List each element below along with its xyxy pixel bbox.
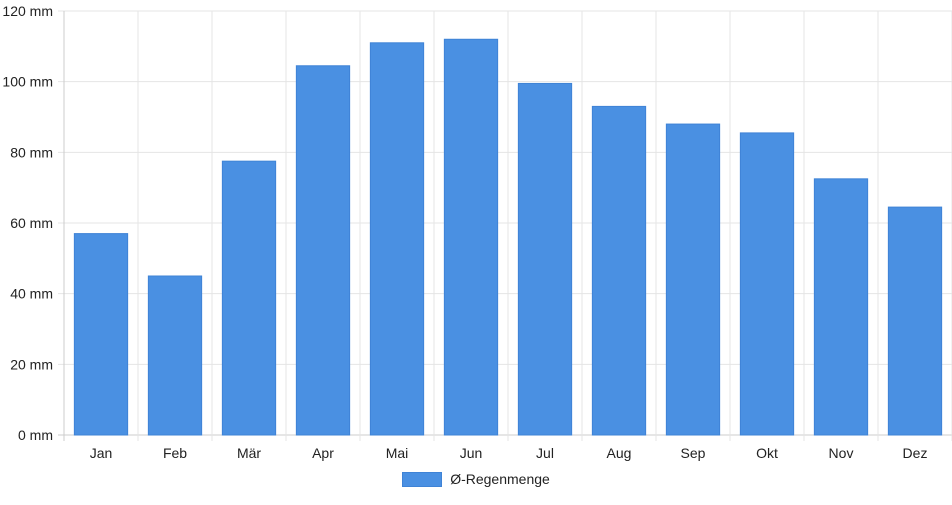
x-tick-labels: Jan Feb Mär Apr Mai Jun Jul Aug Sep Okt Nov Dez — [90, 445, 928, 461]
x-tick-label: Jun — [460, 445, 483, 461]
x-tick-label: Apr — [312, 445, 334, 461]
bar-dez[interactable] — [887, 206, 943, 436]
x-tick-label: Sep — [681, 445, 706, 461]
grid-lines — [58, 10, 952, 441]
y-tick-label: 20 mm — [10, 356, 53, 372]
y-tick-labels: 0 mm 20 mm 40 mm 60 mm 80 mm 100 mm 120 mm — [2, 3, 53, 443]
bar-mai[interactable] — [369, 42, 425, 436]
legend-swatch — [402, 471, 443, 487]
y-tick-label: 0 mm — [18, 427, 53, 443]
y-tick-label: 100 mm — [2, 74, 53, 90]
bar-mär[interactable] — [221, 160, 277, 436]
y-tick-label: 120 mm — [2, 3, 53, 19]
bar-feb[interactable] — [147, 275, 203, 436]
bar-aug[interactable] — [591, 105, 647, 436]
bar-jul[interactable] — [517, 82, 573, 436]
legend[interactable]: Ø-Regenmenge — [0, 471, 952, 487]
x-tick-label: Feb — [163, 445, 187, 461]
x-tick-label: Okt — [756, 445, 778, 461]
x-tick-label: Aug — [607, 445, 632, 461]
bars — [73, 38, 943, 436]
x-tick-label: Nov — [829, 445, 854, 461]
y-tick-label: 40 mm — [10, 286, 53, 302]
bar-apr[interactable] — [295, 65, 351, 436]
bar-okt[interactable] — [739, 132, 795, 436]
x-tick-label: Dez — [903, 445, 928, 461]
x-tick-label: Mai — [386, 445, 409, 461]
x-tick-label: Jan — [90, 445, 113, 461]
y-tick-label: 80 mm — [10, 144, 53, 160]
x-tick-label: Jul — [536, 445, 554, 461]
bar-nov[interactable] — [813, 178, 869, 436]
x-tick-label: Mär — [237, 445, 261, 461]
bar-jun[interactable] — [443, 38, 499, 436]
bar-sep[interactable] — [665, 123, 721, 436]
bar-jan[interactable] — [73, 233, 129, 436]
legend-label: Ø-Regenmenge — [450, 471, 550, 487]
y-tick-label: 60 mm — [10, 215, 53, 231]
